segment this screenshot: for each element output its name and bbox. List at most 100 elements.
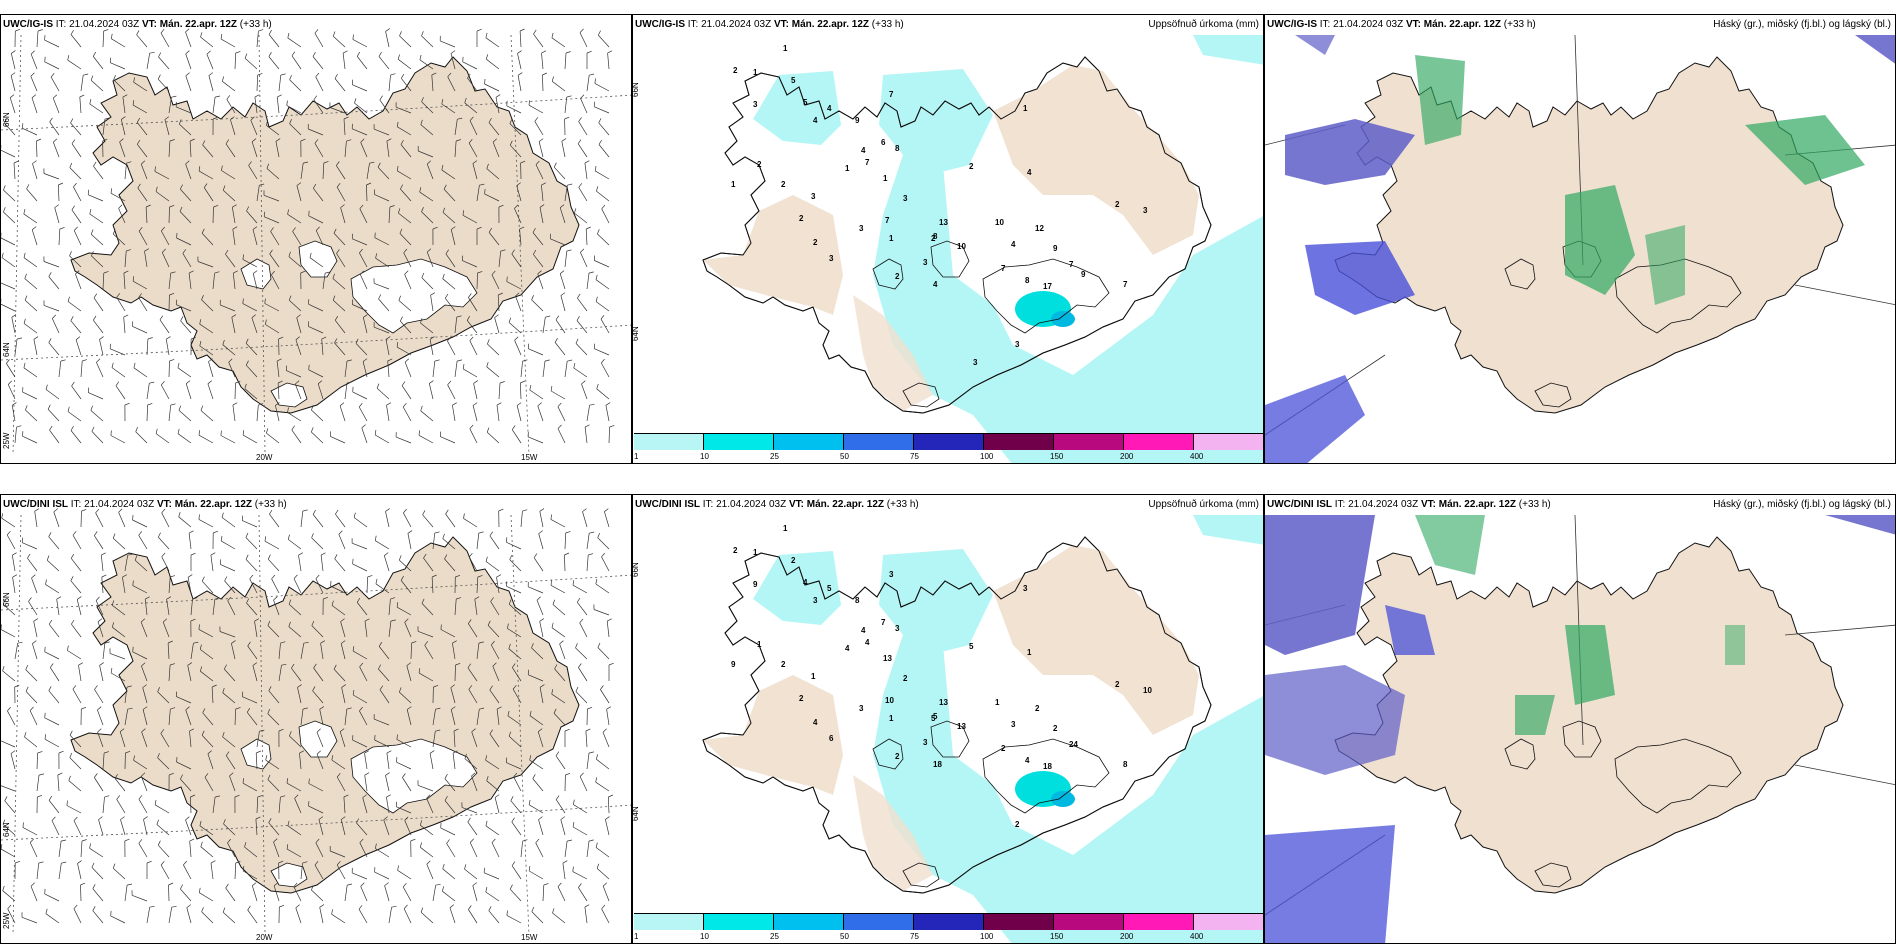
wind-barb: [378, 668, 390, 682]
wind-barb: [187, 577, 192, 594]
wind-barb: [441, 103, 456, 114]
precip-value: 2: [1115, 680, 1120, 689]
wind-barb: [234, 382, 236, 400]
wind-barb: [229, 775, 236, 792]
precip-value: 3: [903, 194, 908, 203]
wind-barb: [242, 782, 258, 792]
wind-barb: [356, 822, 368, 836]
wind-barb: [595, 847, 610, 858]
wind-barb: [24, 300, 38, 312]
wind-barb: [332, 278, 346, 290]
wind-barb: [529, 759, 544, 770]
wind-barb: [308, 326, 324, 334]
wind-barb: [288, 299, 302, 312]
wind-barb: [488, 122, 500, 136]
wind-barb: [220, 38, 236, 48]
wind-barb: [157, 757, 170, 770]
wind-barb: [143, 819, 148, 836]
wind-barb: [511, 429, 522, 444]
wind-barb: [111, 367, 126, 378]
wind-barb: [265, 324, 280, 334]
lat-label-66n: 66N: [632, 562, 640, 577]
wind-barb: [343, 118, 346, 136]
wind-barb: [50, 667, 60, 682]
wind-barb: [73, 908, 82, 924]
wind-barb: [396, 739, 412, 748]
wind-barb: [294, 798, 302, 814]
wind-barb: [198, 629, 214, 638]
wind-barb: [278, 643, 281, 660]
precip-value: 5: [931, 714, 936, 723]
wind-barb: [57, 774, 60, 792]
wind-barb: [89, 103, 104, 114]
wind-barb: [472, 885, 478, 902]
wind-barb: [564, 185, 568, 202]
wind-barb: [132, 104, 148, 114]
wind-barb: [564, 97, 568, 114]
wind-barb: [11, 555, 16, 572]
wind-barb: [30, 76, 38, 92]
wind-barb: [531, 647, 544, 660]
wind-barb: [424, 645, 434, 660]
wind-barb: [115, 385, 126, 400]
wind-barb: [71, 143, 82, 158]
wind-barb: [396, 806, 412, 814]
wind-barb: [584, 427, 588, 444]
wind-barb: [606, 621, 610, 638]
wind-barb: [67, 301, 82, 312]
wind-barb: [473, 383, 478, 400]
wind-barb: [190, 643, 194, 660]
wind-barb: [462, 260, 478, 268]
wind-barb: [536, 600, 544, 616]
wind-barb: [488, 232, 500, 246]
wind-barb: [395, 106, 412, 114]
wind-barb: [278, 797, 281, 814]
wind-barb: [596, 190, 610, 202]
precip-value: 6: [829, 734, 834, 743]
wind-barb: [468, 623, 478, 638]
wind-barb: [469, 842, 478, 858]
wind-barb: [575, 343, 588, 356]
wind-barb: [555, 319, 566, 334]
precip-value: 3: [859, 224, 864, 233]
wind-barb: [404, 622, 412, 638]
wind-barb: [246, 210, 258, 224]
wind-barb: [165, 339, 170, 356]
precip-value: 3: [859, 704, 864, 713]
precip-value: 2: [931, 234, 936, 243]
precip-value: 4: [845, 644, 850, 653]
wind-barb: [445, 253, 456, 268]
wind-barb: [366, 184, 368, 202]
wind-barb: [508, 648, 522, 660]
wind-barb: [110, 348, 126, 356]
wind-barb: [340, 643, 346, 660]
wind-barb: [572, 871, 588, 880]
wind-barb: [248, 165, 258, 180]
wind-barb: [31, 229, 38, 246]
wind-barb: [52, 141, 60, 158]
precip-value: 8: [1025, 276, 1030, 285]
wind-barb: [200, 410, 214, 422]
lon-label-20w: 20W: [256, 453, 273, 462]
wind-barb: [429, 339, 434, 356]
wind-barb: [212, 206, 214, 224]
wind-barb: [312, 56, 324, 70]
wind-map: [1, 508, 631, 936]
wind-barb: [398, 300, 412, 312]
wind-barb: [189, 731, 192, 748]
wind-barb: [51, 318, 60, 334]
wind-barb: [404, 274, 412, 290]
wind-barb: [607, 796, 610, 814]
wind-barb: [397, 170, 412, 180]
colorbar-tick: 25: [770, 452, 779, 461]
wind-barb: [168, 664, 171, 682]
precip-value: 1: [889, 714, 894, 723]
wind-barb: [231, 317, 236, 334]
wind-map-panel-bottom: UWC/DINI ISL IT: 21.04.2024 03Z VT: Mán.…: [0, 494, 632, 944]
wind-barb: [54, 207, 60, 224]
wind-barb: [383, 819, 390, 836]
colorbar-segment: [704, 914, 774, 930]
wind-barb: [600, 318, 610, 334]
wind-barb: [486, 58, 500, 70]
wind-barb: [506, 915, 522, 924]
